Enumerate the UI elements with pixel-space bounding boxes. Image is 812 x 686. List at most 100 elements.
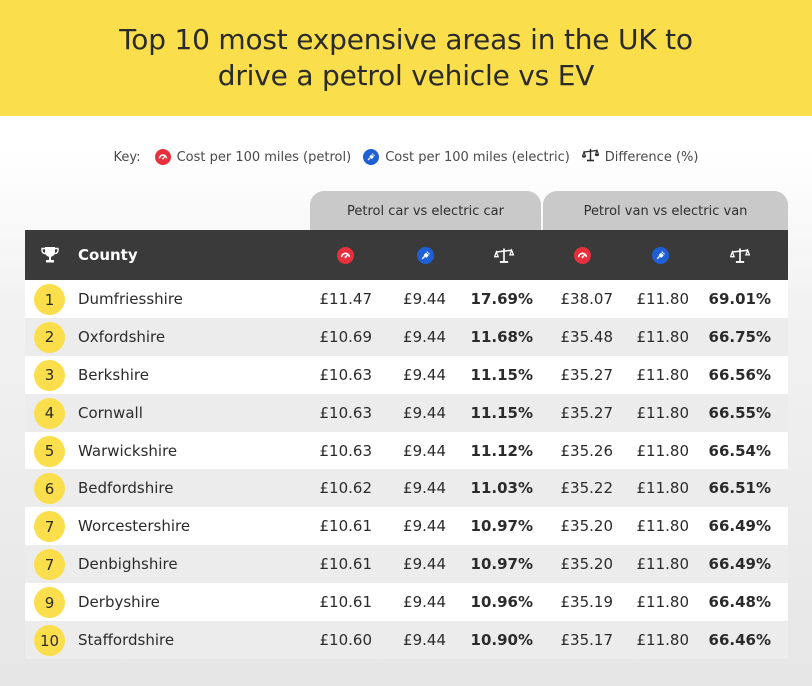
car-petrol-cost-cell: £10.61 [319,593,373,612]
legend-text-petrol: Cost per 100 miles (petrol) [176,149,352,165]
county-cell: Staffordshire [78,631,175,650]
car-difference-cell: 10.97% [470,555,533,574]
car-electric-cost-cell: £9.44 [403,555,446,574]
group-header-car: Petrol car vs electric car [310,191,541,231]
car-electric-cost-cell: £9.44 [403,365,446,384]
van-petrol-cost-cell: £35.19 [560,593,614,612]
legend-text-electric: Cost per 100 miles (electric) [385,149,570,165]
van-difference-cell: 66.49% [708,555,771,574]
legend-item-difference: Difference (%) [581,148,699,166]
rank-badge: 5 [34,435,65,467]
rank-badge: 6 [34,473,65,505]
van-petrol-cost-cell: £35.17 [560,631,614,650]
car-petrol-cost-cell: £11.47 [319,290,373,308]
group-header-van: Petrol van vs electric van [543,191,788,231]
car-difference-cell: 11.15% [470,365,533,384]
legend-label: Key: [113,149,141,165]
car-electric-cost-cell: £9.44 [403,593,446,612]
table-row: 9 Derbyshire £10.61 £9.44 10.96% £35.19 £11.80… [25,583,788,622]
table-header: County [25,230,788,280]
car-petrol-cost-cell: £10.60 [319,631,373,650]
rank-badge: 3 [34,359,65,391]
electric-plug-icon [417,247,434,264]
car-electric-cost-cell: £9.44 [403,479,446,498]
car-petrol-cost-cell: £10.63 [319,441,373,460]
fuel-gauge-icon [154,149,171,165]
van-difference-cell: 66.48% [708,593,771,612]
county-cell: Cornwall [78,403,143,422]
table-row: 1 Dumfriesshire £11.47 £9.44 17.69% £38.07 £11… [25,280,788,318]
data-table: County 1 Dumfriesshire £11.47 £9.44 17.69% £3… [25,230,788,659]
van-petrol-cost-cell: £35.20 [560,517,614,536]
van-electric-cost-cell: £11.80 [636,593,690,612]
van-electric-cost-cell: £11.80 [636,517,690,536]
rank-badge: 7 [34,511,65,543]
rank-badge: 10 [34,625,65,657]
car-electric-cost-cell: £9.44 [403,441,446,460]
table-row: 2 Oxfordshire £10.69 £9.44 11.68% £35.48 £11.8… [25,317,788,356]
rank-badge: 2 [34,321,65,353]
county-cell: Dumfriesshire [78,290,183,308]
van-petrol-cost-cell: £35.27 [560,365,614,384]
table-row: 7 Worcestershire £10.61 £9.44 10.97% £35.20 £1… [25,507,788,546]
van-petrol-cost-cell: £35.27 [560,403,614,422]
trophy-icon [40,245,60,270]
electric-plug-icon [363,149,380,165]
car-electric-cost-cell: £9.44 [403,290,446,308]
fuel-gauge-icon [337,247,354,264]
car-difference-cell: 10.96% [470,593,533,612]
van-difference-cell: 66.75% [708,327,771,346]
county-cell: Oxfordshire [78,327,166,346]
car-petrol-cost-cell: £10.69 [319,327,373,346]
county-cell: Warwickshire [78,441,178,460]
van-electric-cost-cell: £11.80 [636,555,690,574]
van-difference-cell: 66.51% [708,479,771,498]
van-electric-cost-cell: £11.80 [636,365,690,384]
van-electric-cost-cell: £11.80 [636,290,690,308]
county-cell: Bedfordshire [78,479,174,498]
electric-plug-icon [652,247,669,264]
car-petrol-cost-cell: £10.61 [319,517,373,536]
table-row: 4 Cornwall £10.63 £9.44 11.15% £35.27 £11.80 66… [25,393,788,432]
table-row: 5 Warwickshire £10.63 £9.44 11.12% £35.26 £11.… [25,431,788,470]
van-difference-cell: 66.56% [708,365,771,384]
car-difference-cell: 11.15% [470,403,533,422]
car-petrol-cost-cell: £10.61 [319,555,373,574]
van-petrol-cost-cell: £35.26 [560,441,614,460]
van-electric-cost-cell: £11.80 [636,441,690,460]
title-banner: Top 10 most expensive areas in the UK to… [0,0,812,116]
van-electric-cost-cell: £11.80 [636,631,690,650]
van-difference-cell: 69.01% [708,290,771,308]
van-electric-cost-cell: £11.80 [636,403,690,422]
scales-icon [493,247,515,269]
van-difference-cell: 66.46% [708,631,771,650]
legend: Key: Cost per 100 miles (petrol) Cost pe… [0,146,812,168]
car-difference-cell: 11.03% [470,479,533,498]
table-row: 3 Berkshire £10.63 £9.44 11.15% £35.27 £11.80 6… [25,355,788,394]
legend-text-difference: Difference (%) [604,149,699,165]
van-difference-cell: 66.49% [708,517,771,536]
car-petrol-cost-cell: £10.62 [319,479,373,498]
county-cell: Derbyshire [78,593,160,612]
car-electric-cost-cell: £9.44 [403,631,446,650]
county-column-header: County [78,246,138,264]
car-difference-cell: 10.97% [470,517,533,536]
county-cell: Denbighshire [78,555,178,574]
car-difference-cell: 17.69% [470,290,533,308]
van-petrol-cost-cell: £35.48 [560,327,614,346]
car-difference-cell: 10.90% [470,631,533,650]
van-petrol-cost-cell: £35.20 [560,555,614,574]
car-petrol-cost-cell: £10.63 [319,365,373,384]
car-electric-cost-cell: £9.44 [403,517,446,536]
county-cell: Worcestershire [78,517,191,536]
rank-badge: 9 [34,587,65,619]
county-cell: Berkshire [78,365,149,384]
van-electric-cost-cell: £11.80 [636,479,690,498]
car-electric-cost-cell: £9.44 [403,327,446,346]
table-row: 6 Bedfordshire £10.62 £9.44 11.03% £35.22 £11.… [25,469,788,508]
car-difference-cell: 11.68% [470,327,533,346]
van-difference-cell: 66.55% [708,403,771,422]
scales-icon [581,148,600,166]
car-electric-cost-cell: £9.44 [403,403,446,422]
rank-badge: 7 [34,549,65,581]
